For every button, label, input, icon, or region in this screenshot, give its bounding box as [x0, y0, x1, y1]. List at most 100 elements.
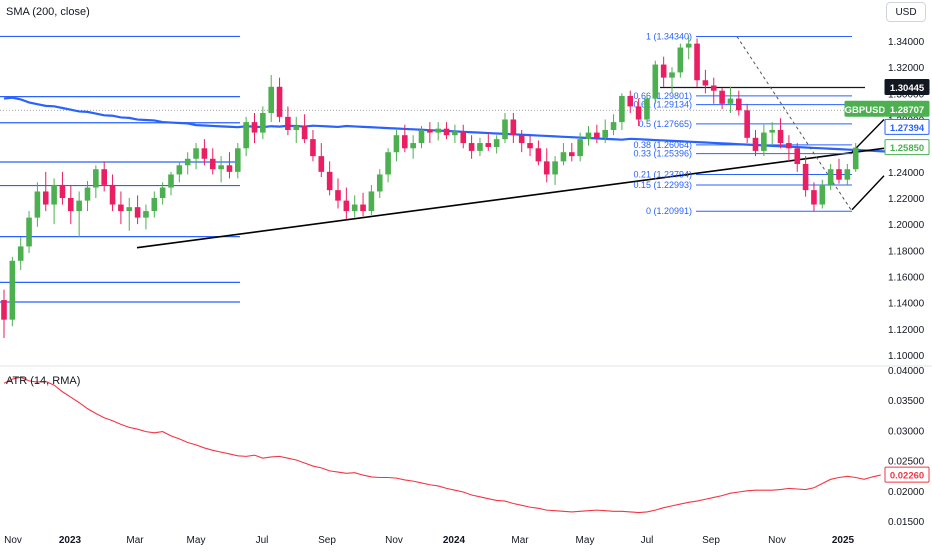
candle-body — [452, 131, 458, 136]
ascending-trendline — [136, 147, 885, 249]
last-price-tag-text: 1.28707 — [890, 105, 924, 116]
candle-body — [151, 198, 158, 212]
candle-body — [218, 165, 224, 170]
price-axis-tick: 1.16000 — [888, 273, 925, 284]
price-axis-tick: 1.20000 — [888, 220, 925, 231]
candle-body — [493, 139, 500, 147]
candle-body — [694, 43, 700, 81]
time-axis-tick: Sep — [702, 535, 720, 546]
candle-body — [410, 143, 416, 149]
atr-pane — [0, 365, 932, 514]
atr-line — [3, 376, 881, 514]
channel-upper-line — [851, 119, 885, 153]
candle-body — [351, 204, 358, 212]
candle-body — [535, 148, 542, 162]
price-axis-tick: 1.10000 — [888, 351, 925, 362]
time-axis-tick: Mar — [511, 535, 529, 546]
candles — [1, 36, 859, 338]
level-tag-text: 1.30445 — [890, 83, 925, 94]
atr-axis-tick: 0.03500 — [888, 396, 925, 407]
candle-body — [17, 246, 24, 261]
currency-button[interactable]: USD — [886, 2, 926, 22]
candle-body — [460, 131, 467, 144]
price-tags: 1.30445 GBPUSD 1.28707 1.27394 1.25850 0.0226… — [844, 79, 930, 483]
time-axis-tick: Nov — [385, 535, 403, 546]
candle-body — [677, 47, 684, 73]
time-axis-tick: 2023 — [59, 535, 82, 546]
time-axis-tick: Jul — [256, 535, 269, 546]
atr-axis-tick: 0.02500 — [888, 457, 925, 468]
indicator-label-atr: ATR (14, RMA) — [6, 375, 81, 387]
candle-body — [710, 85, 717, 91]
candle-body — [368, 191, 375, 212]
fib-level-label: 0.15 (1.22993) — [633, 180, 692, 190]
candle-body — [93, 169, 99, 188]
price-axis-tick: 1.14000 — [888, 299, 925, 310]
candle-body — [794, 148, 801, 164]
sma-value-tag-text: 1.27394 — [890, 123, 925, 134]
candle-body — [577, 139, 583, 157]
candle-body — [68, 198, 74, 212]
candle-body — [752, 137, 759, 151]
candle-body — [42, 191, 49, 205]
candle-body — [635, 106, 642, 120]
candle-body — [285, 116, 291, 130]
candle-body — [485, 143, 492, 147]
candle-body — [9, 260, 16, 320]
atr-axis-tick: 0.01500 — [888, 517, 925, 528]
fib-level-label: 0.38 (1.26064) — [633, 140, 692, 150]
candle-body — [159, 187, 166, 198]
candle-body — [619, 95, 625, 123]
candle-body — [811, 190, 817, 205]
candle-body — [193, 148, 199, 159]
candle-body — [84, 187, 91, 201]
time-axis-tick: 2024 — [443, 535, 466, 546]
candle-body — [702, 80, 709, 86]
candle-body — [260, 112, 266, 133]
candle-body — [393, 135, 400, 153]
atr-axis-tick: 0.04000 — [888, 366, 925, 377]
candle-body — [301, 126, 308, 140]
candle-body — [293, 126, 300, 130]
atr-value-tag-box — [884, 466, 930, 483]
candle-body — [761, 132, 767, 151]
candle-body — [26, 217, 32, 247]
candle-body — [360, 204, 366, 212]
candle-body — [543, 161, 550, 175]
price-axis-tick: 1.34000 — [888, 37, 925, 48]
fib-level-label: 1 (1.34340) — [646, 32, 692, 42]
candle-body — [126, 207, 133, 212]
candle-body — [736, 98, 742, 111]
candle-body — [560, 152, 567, 162]
candle-body — [744, 110, 750, 138]
candle-body — [310, 139, 316, 157]
candle-body — [827, 169, 834, 185]
candle-body — [209, 158, 216, 170]
price-axis-tick: 1.24000 — [888, 168, 925, 179]
time-axis-tick: Nov — [4, 535, 22, 546]
candle-body — [660, 64, 667, 78]
candle-body — [134, 207, 141, 218]
atr-axis-tick: 0.02000 — [888, 487, 925, 498]
sma-value-tag-box — [884, 118, 930, 135]
candle-body — [318, 156, 325, 172]
candle-body — [777, 129, 784, 144]
candle-body — [585, 132, 592, 140]
candle-body — [335, 190, 341, 201]
candle-body — [719, 90, 725, 104]
price-axis-tick: 1.18000 — [888, 246, 925, 257]
indicator-label-sma: SMA (200, close) — [6, 6, 90, 18]
fib-level-label: 0.5 (1.27665) — [638, 119, 692, 129]
time-axis-tick: May — [576, 535, 595, 546]
level-tag-box — [884, 79, 930, 96]
candle-body — [268, 86, 274, 113]
time-axis-tick: 2025 — [832, 535, 855, 546]
candle-body — [502, 119, 508, 140]
candle-body — [226, 165, 233, 172]
price-axis-tick: 1.32000 — [888, 63, 925, 74]
axes: 1.340001.320001.300001.280001.260001.240… — [4, 37, 924, 546]
price-axis-tick: 1.12000 — [888, 325, 925, 336]
symbol-tag-text: GBPUSD — [845, 105, 886, 116]
